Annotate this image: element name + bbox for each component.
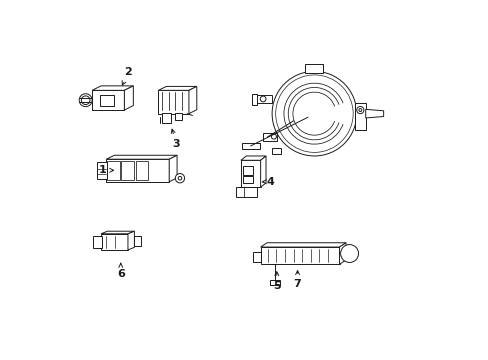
Polygon shape bbox=[101, 231, 134, 234]
Bar bbox=[271, 148, 281, 154]
Bar bbox=[121, 161, 134, 180]
Bar bbox=[241, 160, 260, 187]
Circle shape bbox=[79, 94, 92, 107]
Polygon shape bbox=[365, 109, 383, 118]
Bar bbox=[134, 236, 141, 246]
Bar bbox=[107, 161, 120, 180]
Bar bbox=[354, 103, 365, 130]
Text: 2: 2 bbox=[122, 67, 132, 85]
Bar bbox=[253, 252, 261, 262]
Text: 5: 5 bbox=[272, 272, 280, 291]
Polygon shape bbox=[169, 155, 177, 182]
Polygon shape bbox=[235, 187, 257, 197]
Circle shape bbox=[275, 75, 352, 152]
Bar bbox=[97, 162, 107, 179]
Polygon shape bbox=[260, 243, 346, 247]
Polygon shape bbox=[106, 155, 177, 159]
Circle shape bbox=[358, 109, 361, 112]
Polygon shape bbox=[241, 156, 265, 160]
Circle shape bbox=[271, 71, 356, 156]
Bar bbox=[243, 176, 253, 183]
Text: 3: 3 bbox=[171, 129, 180, 149]
Polygon shape bbox=[188, 86, 196, 114]
Bar bbox=[263, 133, 276, 140]
Text: 1: 1 bbox=[99, 165, 113, 175]
Bar bbox=[305, 64, 323, 73]
Bar bbox=[136, 161, 148, 180]
Bar bbox=[243, 166, 253, 175]
Circle shape bbox=[271, 134, 276, 139]
Circle shape bbox=[340, 244, 358, 262]
Bar bbox=[162, 113, 171, 123]
Bar bbox=[269, 280, 280, 285]
Bar bbox=[260, 247, 339, 264]
Polygon shape bbox=[124, 86, 133, 110]
Text: 7: 7 bbox=[293, 271, 301, 289]
Bar bbox=[252, 94, 256, 105]
Polygon shape bbox=[92, 86, 133, 90]
Circle shape bbox=[260, 96, 265, 102]
Circle shape bbox=[356, 107, 363, 114]
Polygon shape bbox=[339, 243, 346, 264]
Text: 4: 4 bbox=[262, 177, 274, 187]
Circle shape bbox=[175, 174, 184, 183]
Bar bbox=[101, 234, 128, 250]
Bar bbox=[254, 95, 271, 103]
Bar bbox=[174, 113, 182, 120]
Circle shape bbox=[178, 176, 182, 180]
Bar bbox=[100, 95, 114, 107]
Bar bbox=[93, 236, 102, 248]
Polygon shape bbox=[260, 156, 265, 187]
Polygon shape bbox=[158, 86, 196, 90]
Bar bbox=[241, 143, 260, 149]
Polygon shape bbox=[128, 231, 134, 250]
Bar bbox=[106, 159, 169, 182]
Bar bbox=[92, 90, 124, 110]
Circle shape bbox=[81, 96, 90, 104]
Bar bbox=[158, 90, 188, 114]
Text: 6: 6 bbox=[117, 263, 124, 279]
